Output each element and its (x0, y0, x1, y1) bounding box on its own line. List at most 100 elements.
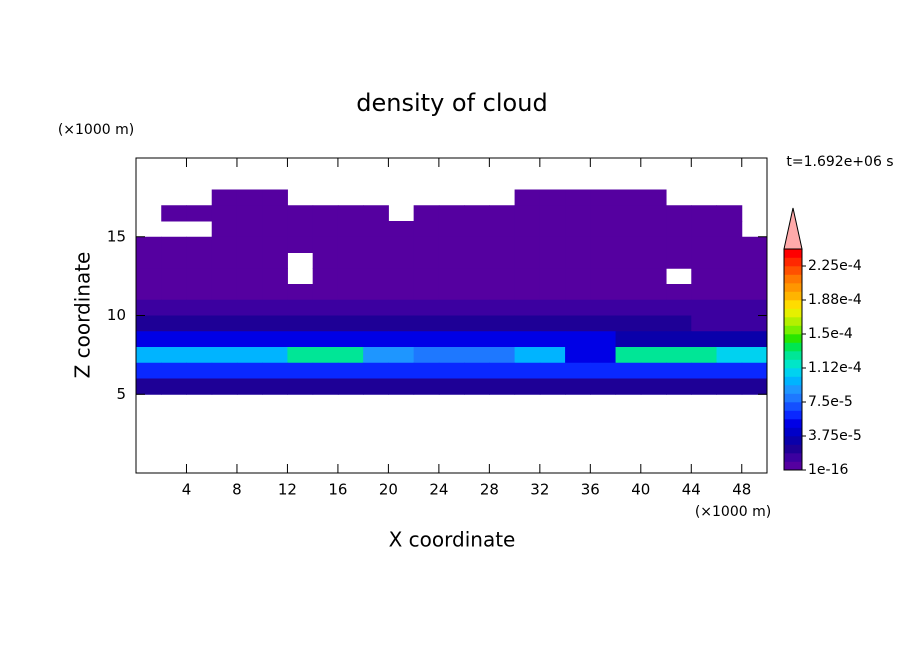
contour-cell (615, 189, 642, 206)
contour-cell (514, 315, 541, 332)
contour-cell (337, 268, 364, 285)
contour-cell (691, 331, 718, 348)
contour-cell (236, 378, 263, 395)
colorbar-band (784, 283, 802, 292)
colorbar-band (784, 274, 802, 284)
contour-cell (666, 221, 692, 238)
contour-cell (741, 362, 768, 379)
contour-cell (514, 347, 541, 364)
contour-cell (363, 284, 389, 301)
contour-cell (615, 284, 642, 301)
colorbar-band (784, 257, 802, 267)
x-tick-label: 12 (278, 481, 297, 499)
contour-cell (136, 268, 162, 285)
contour-cell (640, 362, 667, 379)
contour-cell (388, 378, 415, 395)
contour-cell (716, 315, 743, 332)
contour-cell (489, 221, 516, 238)
colorbar-band (784, 325, 802, 335)
contour-cell (741, 347, 768, 364)
contour-cell (565, 315, 591, 332)
contour-cell (161, 331, 187, 348)
contour-cell (236, 236, 263, 253)
contour-cell (136, 299, 162, 316)
contour-cell (236, 221, 263, 238)
colorbar-label: 1.12e-4 (808, 360, 862, 376)
contour-cell (337, 221, 364, 238)
contour-cell (615, 221, 642, 238)
contour-cell (262, 221, 288, 238)
contour-cell (211, 268, 238, 285)
contour-cell (464, 205, 490, 222)
contour-cell (666, 299, 692, 316)
contour-cell (236, 331, 263, 348)
contour-cell (363, 236, 389, 253)
contour-cell (640, 236, 667, 253)
contour-cell (186, 347, 213, 364)
contour-cell (312, 378, 339, 395)
contour-cell (413, 205, 440, 222)
contour-cell (716, 347, 743, 364)
colorbar-band (784, 359, 802, 369)
x-tick-label: 20 (379, 481, 398, 499)
contour-cell (590, 221, 617, 238)
contour-cell (640, 299, 667, 316)
contour-cell (489, 205, 516, 222)
contour-cell (186, 268, 213, 285)
x-axis-title: X coordinate (389, 528, 516, 552)
contour-cell (161, 252, 187, 269)
contour-cell (615, 252, 642, 269)
contour-cell (312, 362, 339, 379)
contour-cell (489, 362, 516, 379)
contour-cell (312, 331, 339, 348)
contour-cell (136, 284, 162, 301)
contour-cell (565, 189, 591, 206)
contour-cell (337, 347, 364, 364)
contour-cell (186, 362, 213, 379)
contour-cell (539, 284, 566, 301)
contour-cell (464, 236, 490, 253)
contour-cell (615, 236, 642, 253)
contour-cell (666, 378, 692, 395)
contour-cell (363, 205, 389, 222)
colorbar-band (784, 410, 802, 420)
colorbar-band (784, 461, 802, 471)
contour-cell (262, 252, 288, 269)
contour-cell (388, 236, 415, 253)
contour-cell (691, 362, 718, 379)
contour-cell (514, 189, 541, 206)
contour-cell (262, 347, 288, 364)
contour-cell (211, 284, 238, 301)
contour-cell (666, 315, 692, 332)
contour-cell (565, 378, 591, 395)
contour-cell (438, 268, 465, 285)
colorbar-label: 1.5e-4 (808, 326, 853, 342)
contour-cell (615, 347, 642, 364)
contour-cell (287, 221, 314, 238)
contour-cell (489, 236, 516, 253)
contour-cell (413, 315, 440, 332)
contour-cell (312, 315, 339, 332)
contour-cell (716, 236, 743, 253)
contour-cell (236, 252, 263, 269)
contour-cell (640, 378, 667, 395)
contour-cell (262, 205, 288, 222)
contour-cell (287, 205, 314, 222)
contour-cell (413, 347, 440, 364)
contour-cell (464, 315, 490, 332)
contour-cell (136, 362, 162, 379)
colorbar-band (784, 402, 802, 411)
contour-cell (514, 378, 541, 395)
contour-cell (413, 236, 440, 253)
contour-cell (615, 378, 642, 395)
chart-title: density of cloud (356, 89, 547, 117)
contour-cell (615, 205, 642, 222)
contour-cell (211, 252, 238, 269)
x-tick-label: 36 (581, 481, 600, 499)
colorbar-band (784, 351, 802, 360)
contour-cell (539, 378, 566, 395)
contour-cell (514, 236, 541, 253)
contour-cell (236, 347, 263, 364)
colorbar-band (784, 266, 802, 275)
